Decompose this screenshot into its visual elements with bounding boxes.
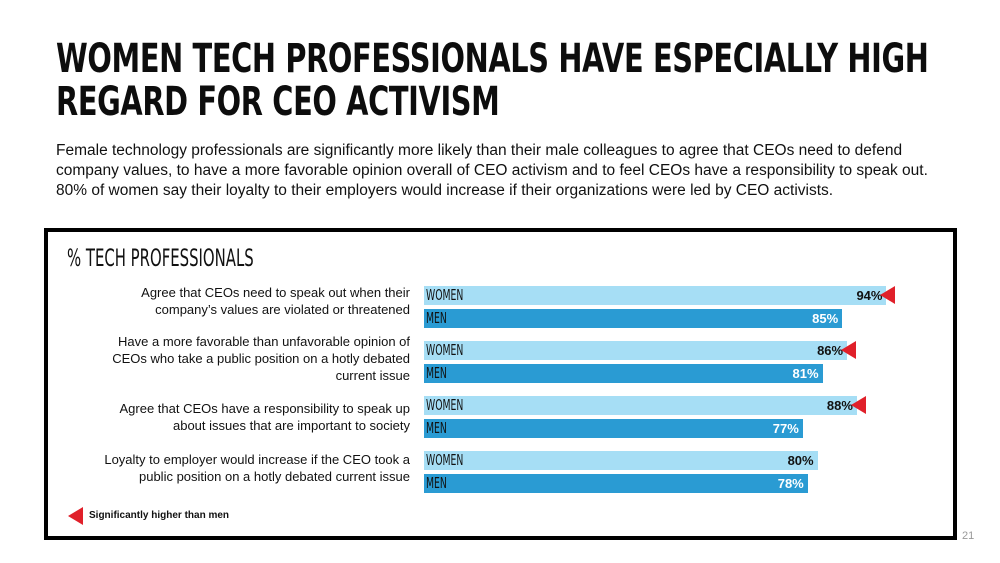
question-label: Have a more favorable than unfavorable o…	[112, 334, 410, 383]
question-label: Loyalty to employer would increase if th…	[104, 452, 410, 484]
slide-title-line1: WOMEN TECH PROFESSIONALS HAVE ESPECIALLY…	[56, 36, 929, 82]
legend-significance-marker-icon	[68, 507, 83, 525]
women-bar	[424, 396, 857, 415]
women-value-label: 88%	[826, 398, 853, 413]
legend-label: Significantly higher than men	[89, 510, 230, 521]
men-value-label: 77%	[772, 421, 799, 436]
chart-frame	[44, 228, 957, 540]
men-bar	[424, 364, 823, 383]
page-number: 21	[962, 530, 975, 542]
men-bar	[424, 474, 808, 493]
men-value-label: 78%	[777, 476, 804, 491]
slide-title-line2: REGARD FOR CEO ACTIVISM	[56, 79, 500, 125]
slide-subtitle: Female technology professionals are sign…	[56, 142, 928, 199]
women-bar	[424, 286, 887, 305]
women-bar	[424, 341, 848, 360]
men-value-label: 85%	[812, 311, 839, 326]
men-bar	[424, 419, 803, 438]
slide-title: WOMEN TECH PROFESSIONALS HAVE ESPECIALLY…	[56, 36, 929, 125]
significance-marker-icon	[880, 285, 896, 304]
women-value-label: 86%	[817, 343, 844, 358]
significance-marker-icon	[850, 395, 866, 414]
question-label: Agree that CEOs need to speak out when t…	[141, 285, 410, 317]
men-series-label: MEN	[426, 419, 447, 437]
women-value-label: 94%	[856, 288, 883, 303]
women-series-label: WOMEN	[426, 451, 464, 469]
men-series-label: MEN	[426, 474, 447, 492]
significance-marker-icon	[841, 340, 857, 359]
women-series-label: WOMEN	[426, 396, 464, 414]
chart-title: % TECH PROFESSIONALS	[67, 244, 254, 272]
women-series-label: WOMEN	[426, 341, 464, 359]
men-series-label: MEN	[426, 364, 447, 382]
question-label: Agree that CEOs have a responsibility to…	[119, 401, 411, 433]
men-series-label: MEN	[426, 309, 447, 327]
men-value-label: 81%	[792, 366, 819, 381]
men-bar	[424, 309, 843, 328]
women-bar	[424, 451, 818, 470]
women-series-label: WOMEN	[426, 286, 464, 304]
women-value-label: 80%	[787, 453, 814, 468]
